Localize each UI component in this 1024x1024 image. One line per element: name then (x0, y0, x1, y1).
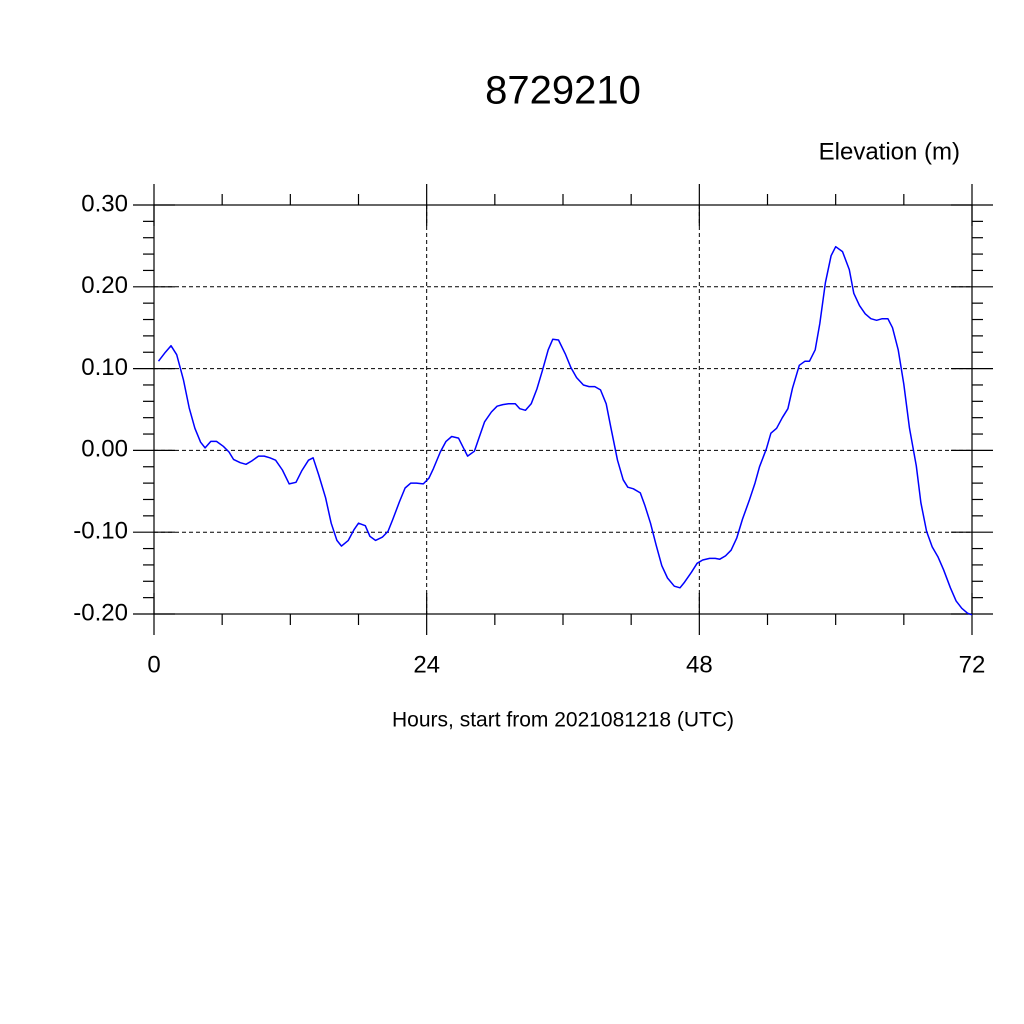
data-line (157, 245, 973, 616)
y-tick-label: 0.00 (81, 436, 128, 463)
x-tick-label: 0 (147, 651, 160, 678)
y-axis-label: Elevation (m) (819, 138, 960, 165)
chart-title: 8729210 (485, 69, 641, 113)
y-tick-label: -0.10 (73, 518, 128, 545)
x-tick-label: 72 (959, 651, 986, 678)
x-tick-label: 48 (686, 651, 713, 678)
plot-frame (153, 204, 973, 615)
x-tick-label: 24 (413, 651, 440, 678)
y-tick-label: 0.10 (81, 354, 128, 381)
y-tick-label: -0.20 (73, 599, 128, 626)
y-tick-label: 0.20 (81, 272, 128, 299)
x-axis-label: Hours, start from 2021081218 (UTC) (392, 709, 734, 732)
y-tick-label: 0.30 (81, 190, 128, 217)
